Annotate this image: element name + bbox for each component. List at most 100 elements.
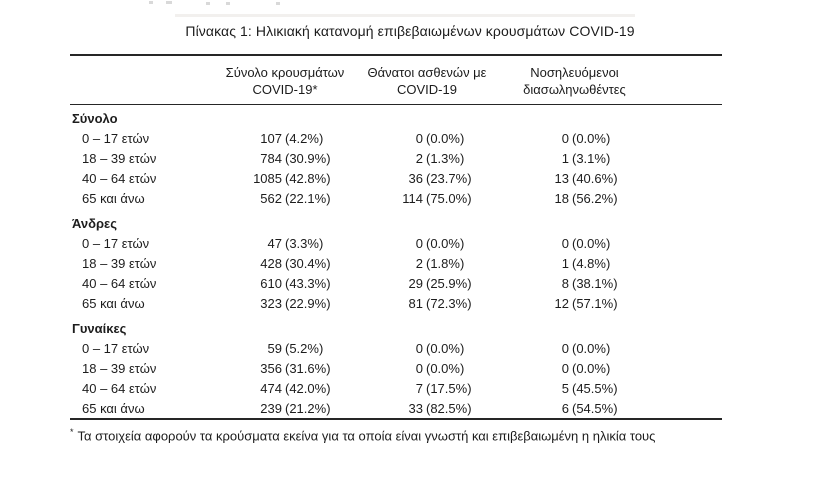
icu-percent: (45.5%)	[572, 380, 618, 396]
deaths-count: 114	[402, 190, 423, 206]
cases-percent: (4.2%)	[285, 130, 324, 146]
cases-percent: (42.8%)	[285, 170, 331, 186]
icu-percent: (40.6%)	[572, 170, 618, 186]
cases-percent: (31.6%)	[285, 360, 331, 376]
deaths-count: 36	[408, 170, 423, 186]
cases-percent: (21.2%)	[285, 400, 331, 416]
group-header-row: Σύνολο	[70, 108, 722, 128]
deaths-count: 81	[408, 295, 423, 311]
table-row: 18 – 39 ετών 428 (30.4%) 2 (1.8%) 1 (4.8%)	[70, 253, 722, 273]
deaths-percent: (17.5%)	[426, 380, 472, 396]
column-header-total-cases: Σύνολο κρουσμάτων COVID-19*	[213, 64, 357, 104]
group-label: Άνδρες	[72, 215, 117, 231]
icu-percent: (38.1%)	[572, 275, 618, 291]
icu-percent: (54.5%)	[572, 400, 618, 416]
cases-count: 610	[260, 275, 282, 291]
table-bottom-rule	[70, 418, 722, 420]
column-header-line1: Θάνατοι ασθενών με	[367, 65, 487, 80]
deaths-percent: (1.8%)	[426, 255, 465, 271]
deaths-count: 29	[408, 275, 423, 291]
deaths-percent: (82.5%)	[426, 400, 472, 416]
cases-count: 107	[260, 130, 282, 146]
deaths-percent: (1.3%)	[426, 150, 465, 166]
icu-count: 18	[554, 190, 569, 206]
table-top-rule	[70, 54, 722, 56]
cases-percent: (30.9%)	[285, 150, 331, 166]
cases-count: 59	[267, 340, 282, 356]
age-label: 18 – 39 ετών	[82, 150, 157, 166]
column-header-line2: COVID-19	[397, 82, 457, 97]
cropped-content-artifact	[175, 14, 635, 17]
deaths-count: 0	[415, 340, 423, 356]
cropped-content-artifact	[166, 1, 172, 4]
age-label: 40 – 64 ετών	[82, 275, 157, 291]
table-body: Σύνολο 0 – 17 ετών 107 (4.2%) 0 (0.0%) 0 (0.0%)…	[70, 108, 722, 418]
icu-percent: (0.0%)	[572, 360, 611, 376]
deaths-percent: (0.0%)	[426, 235, 465, 251]
table-row: 0 – 17 ετών 107 (4.2%) 0 (0.0%) 0 (0.0%)	[70, 128, 722, 148]
cropped-content-artifact	[276, 2, 280, 5]
cases-percent: (42.0%)	[285, 380, 331, 396]
deaths-count: 2	[415, 150, 423, 166]
deaths-count: 7	[415, 380, 423, 396]
table-header-rule	[70, 104, 722, 105]
column-header-spacer	[70, 64, 213, 104]
cases-count: 47	[267, 235, 282, 251]
icu-count: 8	[561, 275, 569, 291]
group-label: Γυναίκες	[72, 320, 127, 336]
age-label: 0 – 17 ετών	[82, 340, 150, 356]
deaths-count: 0	[415, 235, 423, 251]
cases-percent: (30.4%)	[285, 255, 331, 271]
icu-percent: (3.1%)	[572, 150, 611, 166]
cases-count: 239	[260, 400, 282, 416]
icu-percent: (4.8%)	[572, 255, 611, 271]
table-header-row: Σύνολο κρουσμάτων COVID-19* Θάνατοι ασθε…	[70, 56, 722, 104]
cases-count: 474	[260, 380, 282, 396]
age-label: 18 – 39 ετών	[82, 360, 157, 376]
cases-count: 323	[260, 295, 282, 311]
group-header-row: Γυναίκες	[70, 318, 722, 338]
group-label: Σύνολο	[72, 110, 118, 126]
cases-percent: (5.2%)	[285, 340, 324, 356]
cropped-content-artifact	[149, 1, 153, 4]
group-header-row: Άνδρες	[70, 213, 722, 233]
icu-count: 12	[554, 295, 569, 311]
table-row: 0 – 17 ετών 47 (3.3%) 0 (0.0%) 0 (0.0%)	[70, 233, 722, 253]
age-label: 40 – 64 ετών	[82, 170, 157, 186]
age-label: 65 και άνω	[82, 190, 145, 206]
icu-count: 0	[561, 340, 569, 356]
icu-count: 5	[561, 380, 569, 396]
cases-count: 1085	[253, 170, 282, 186]
table-row: 40 – 64 ετών 610 (43.3%) 29 (25.9%) 8 (38.1%)	[70, 273, 722, 293]
cases-percent: (22.9%)	[285, 295, 331, 311]
icu-count: 6	[561, 400, 569, 416]
age-label: 0 – 17 ετών	[82, 235, 150, 251]
icu-percent: (57.1%)	[572, 295, 618, 311]
age-label: 65 και άνω	[82, 295, 145, 311]
deaths-percent: (25.9%)	[426, 275, 472, 291]
deaths-count: 2	[415, 255, 423, 271]
icu-count: 13	[554, 170, 569, 186]
table-row: 18 – 39 ετών 784 (30.9%) 2 (1.3%) 1 (3.1%)	[70, 148, 722, 168]
icu-percent: (0.0%)	[572, 235, 611, 251]
deaths-percent: (75.0%)	[426, 190, 472, 206]
deaths-percent: (23.7%)	[426, 170, 472, 186]
icu-count: 1	[561, 255, 569, 271]
table-row: 40 – 64 ετών 474 (42.0%) 7 (17.5%) 5 (45.5%)	[70, 378, 722, 398]
icu-percent: (0.0%)	[572, 340, 611, 356]
table-row: 40 – 64 ετών 1085 (42.8%) 36 (23.7%) 13 (40.6%…	[70, 168, 722, 188]
icu-count: 0	[561, 235, 569, 251]
deaths-count: 0	[415, 360, 423, 376]
column-header-spacer	[652, 64, 722, 104]
icu-percent: (56.2%)	[572, 190, 618, 206]
table-title: Πίνακας 1: Ηλικιακή κατανομή επιβεβαιωμέ…	[185, 23, 635, 39]
deaths-percent: (0.0%)	[426, 130, 465, 146]
deaths-percent: (72.3%)	[426, 295, 472, 311]
age-label: 0 – 17 ετών	[82, 130, 150, 146]
table-row: 65 και άνω 323 (22.9%) 81 (72.3%) 12 (57.1%)	[70, 293, 722, 313]
deaths-percent: (0.0%)	[426, 360, 465, 376]
cases-percent: (22.1%)	[285, 190, 331, 206]
column-header-deaths: Θάνατοι ασθενών με COVID-19	[357, 64, 497, 104]
footnote-marker: *	[70, 427, 74, 437]
cases-percent: (3.3%)	[285, 235, 324, 251]
